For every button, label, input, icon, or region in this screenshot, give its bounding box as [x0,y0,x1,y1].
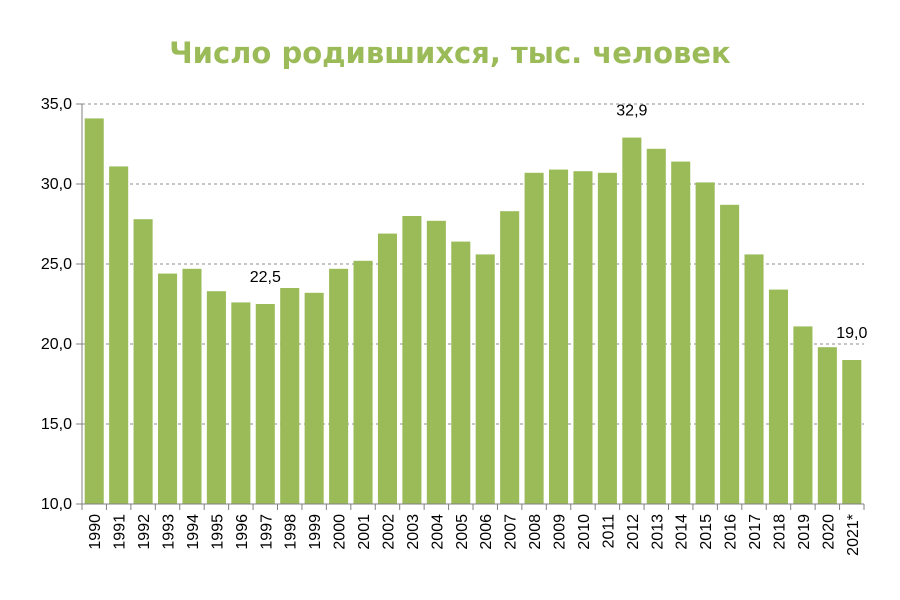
x-tick-labels: 1990 1991 1992 1993 1994 1995 1996 1997 1998 1999… [87,514,862,556]
bar [475,254,495,504]
x-tick-label: 2019 [796,514,813,550]
bar [231,302,251,504]
x-tick-label: 1991 [112,514,129,550]
x-tick-label: 2001 [356,514,373,550]
x-tick-label: 1992 [136,514,153,550]
x-tick-label: 2011 [600,514,617,549]
x-tick-label: 2015 [698,514,715,550]
bar [695,182,715,504]
bar [182,268,202,504]
x-tick-label: 2008 [527,514,544,550]
y-tick-label: 10,0 [41,496,72,513]
x-tick-label: 2020 [820,514,837,550]
x-tick-label: 2003 [405,514,422,550]
y-tick-labels: 10,0 15,0 20,0 25,0 30,0 35,0 [41,96,72,513]
x-tick-label: 1994 [185,514,202,550]
bar [133,219,153,504]
x-tick-label: 2002 [380,514,397,550]
bar [500,211,520,504]
axes [76,103,865,510]
x-tick-label: 2009 [552,514,569,550]
bar [353,260,373,504]
bar [573,171,593,504]
chart-title: Число родившихся, тыс. человек [169,36,731,70]
bar [206,291,226,504]
bar [426,220,446,505]
bar [622,137,642,504]
x-tick-label: 1998 [283,514,300,550]
bar [377,233,397,504]
x-tick-label: 2021* [845,514,862,556]
bar [109,166,129,504]
x-tick-label: 2005 [454,514,471,550]
bar [842,360,862,504]
y-tick-label: 20,0 [41,336,72,353]
y-tick-label: 30,0 [41,176,72,193]
x-tick-label: 1997 [258,514,275,550]
x-tick-label: 2013 [649,514,666,550]
data-labels: 22,5 32,9 19,0 [250,103,868,342]
bar [524,172,544,505]
bar [817,347,837,504]
bars [84,118,862,505]
bar [720,204,740,505]
data-label: 32,9 [616,103,647,120]
bar [744,254,764,504]
gridlines [82,103,864,425]
bar [793,326,813,504]
x-tick-label: 1990 [87,514,104,550]
y-tick-label: 25,0 [41,256,72,273]
bar [402,216,422,504]
bar [768,289,788,504]
x-tick-label: 2006 [478,514,495,550]
x-tick-label: 2016 [723,514,740,550]
x-tick-label: 2010 [576,514,593,550]
bar [280,288,300,504]
y-tick-label: 15,0 [41,416,72,433]
x-tick-label: 1995 [209,514,226,550]
data-label: 22,5 [250,269,281,286]
bar [646,148,666,505]
bar [597,172,617,505]
bar [84,118,104,505]
bar [549,169,569,504]
bar [451,241,471,504]
x-tick-label: 2017 [747,514,764,550]
bar [671,161,691,504]
y-tick-label: 35,0 [41,96,72,113]
x-tick-label: 2014 [674,514,691,550]
x-tick-label: 2004 [429,514,446,550]
x-tick-label: 2007 [503,514,520,550]
x-tick-label: 1996 [234,514,251,550]
x-tick-label: 1999 [307,514,324,550]
x-tick-label: 2012 [625,514,642,550]
x-tick-label: 2000 [332,514,349,550]
bar [304,292,324,504]
bar [158,273,178,504]
bar [329,268,349,504]
data-label: 19,0 [836,325,867,342]
x-tick-label: 1993 [161,514,178,550]
x-tick-label: 2018 [771,514,788,550]
bar [255,304,275,504]
